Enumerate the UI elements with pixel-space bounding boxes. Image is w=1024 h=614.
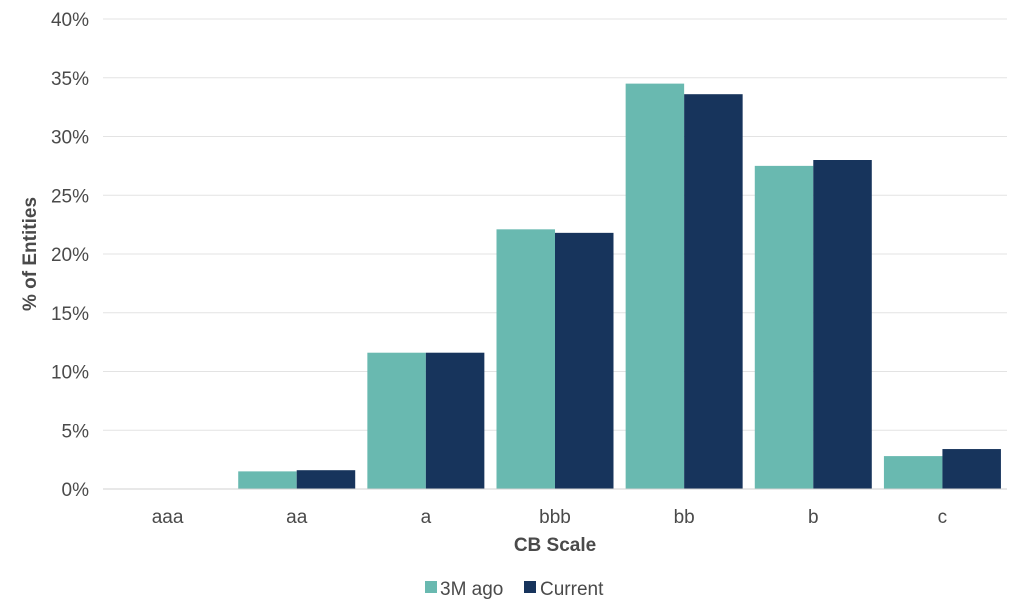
y-tick-label: 40% <box>51 10 89 31</box>
x-axis-ticks: aaa aa a bbb bb b c <box>152 507 947 528</box>
x-axis-title: CB Scale <box>514 535 596 556</box>
x-tick-label: aa <box>286 507 308 528</box>
bar-3m-ago-a <box>367 352 426 489</box>
x-tick-label: c <box>938 507 948 528</box>
x-tick-label: bb <box>674 507 695 528</box>
bar-3m-ago-b <box>754 165 814 489</box>
x-tick-label: a <box>421 507 432 528</box>
y-axis-ticks: 0% 5% 10% 15% 20% 25% 30% 35% 40% <box>51 10 89 501</box>
x-tick-label: aaa <box>152 507 184 528</box>
y-tick-label: 30% <box>51 128 89 149</box>
bar-current-bbb <box>555 232 614 489</box>
y-tick-label: 10% <box>51 363 89 384</box>
bar-current-b <box>813 160 872 489</box>
bar-current-c <box>942 449 1001 489</box>
bar-current-aa <box>296 470 356 489</box>
y-tick-label: 0% <box>62 480 90 501</box>
legend-label: 3M ago <box>440 579 503 600</box>
bar-3m-ago-bb <box>625 83 685 489</box>
y-tick-label: 15% <box>51 304 89 325</box>
x-tick-label: b <box>808 507 819 528</box>
legend: 3M ago Current <box>425 579 604 600</box>
legend-swatch <box>524 581 536 593</box>
legend-swatch <box>425 581 437 593</box>
bar-current-bb <box>684 94 743 489</box>
y-tick-label: 35% <box>51 69 89 90</box>
bar-3m-ago-c <box>883 456 943 489</box>
y-axis-title: % of Entities <box>20 197 41 311</box>
x-tick-label: bbb <box>539 507 571 528</box>
bar-current-a <box>425 352 485 489</box>
legend-label: Current <box>540 579 604 600</box>
bar-3m-ago-aa <box>238 471 297 489</box>
y-tick-label: 20% <box>51 245 89 266</box>
y-tick-label: 25% <box>51 186 89 207</box>
bar-3m-ago-bbb <box>496 229 555 489</box>
y-tick-label: 5% <box>62 421 90 442</box>
bars <box>238 83 1001 489</box>
